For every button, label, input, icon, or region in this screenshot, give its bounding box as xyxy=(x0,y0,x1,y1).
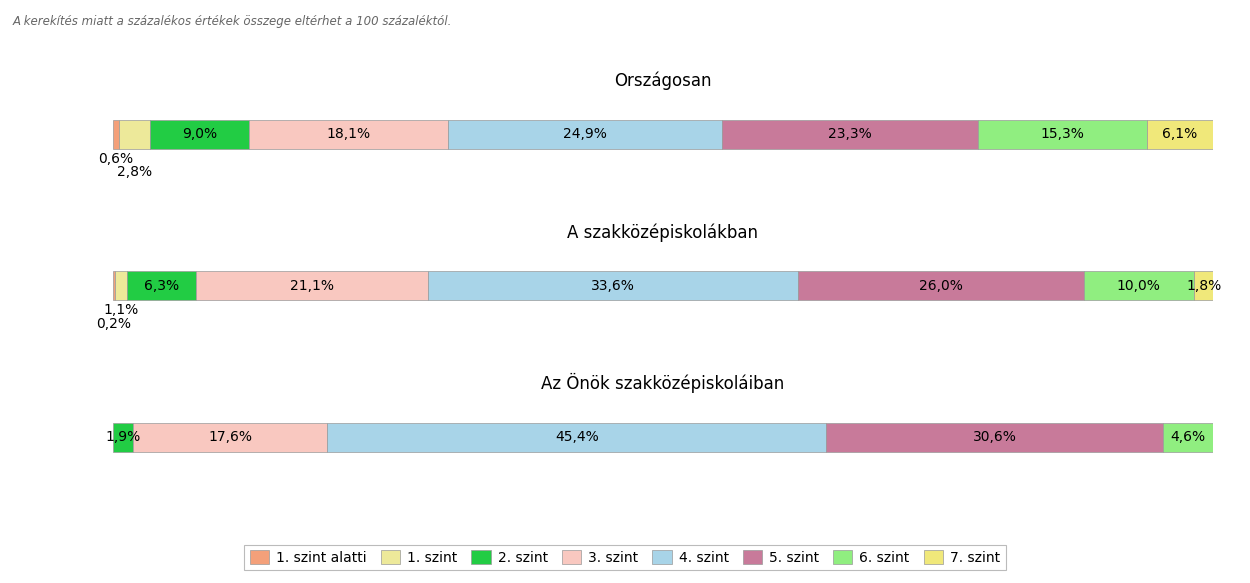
Bar xyxy=(429,271,798,300)
Bar xyxy=(115,271,126,300)
Text: 1,1%: 1,1% xyxy=(102,303,139,317)
Bar xyxy=(249,120,448,149)
Bar xyxy=(979,120,1146,149)
Bar xyxy=(119,120,150,149)
Bar xyxy=(112,271,115,300)
Title: Az Önök szakközépiskoláiban: Az Önök szakközépiskoláiban xyxy=(541,374,784,394)
Text: 1,9%: 1,9% xyxy=(105,430,140,444)
Text: 15,3%: 15,3% xyxy=(1040,127,1084,141)
Bar xyxy=(798,271,1084,300)
Bar xyxy=(112,120,119,149)
Bar xyxy=(112,423,134,452)
Text: 0,6%: 0,6% xyxy=(99,152,134,166)
Bar xyxy=(1146,120,1214,149)
Text: 33,6%: 33,6% xyxy=(591,279,635,293)
Bar xyxy=(448,120,722,149)
Text: 6,1%: 6,1% xyxy=(1162,127,1198,141)
Text: A kerekítés miatt a százalékos értékek összege eltérhet a 100 százaléktól.: A kerekítés miatt a százalékos értékek ö… xyxy=(12,15,452,27)
Text: 26,0%: 26,0% xyxy=(919,279,962,293)
Text: 21,1%: 21,1% xyxy=(290,279,334,293)
Bar xyxy=(134,423,328,452)
Text: 45,4%: 45,4% xyxy=(555,430,599,444)
Legend: 1. szint alatti, 1. szint, 2. szint, 3. szint, 4. szint, 5. szint, 6. szint, 7. : 1. szint alatti, 1. szint, 2. szint, 3. … xyxy=(245,545,1005,570)
Bar xyxy=(722,120,979,149)
Text: 24,9%: 24,9% xyxy=(562,127,608,141)
Text: 17,6%: 17,6% xyxy=(209,430,252,444)
Bar xyxy=(1194,271,1214,300)
Text: 4,6%: 4,6% xyxy=(1171,430,1206,444)
Bar xyxy=(328,423,826,452)
Text: 2,8%: 2,8% xyxy=(118,165,152,179)
Text: 1,8%: 1,8% xyxy=(1186,279,1221,293)
Title: Országosan: Országosan xyxy=(614,72,711,90)
Title: A szakközépiskolákban: A szakközépiskolákban xyxy=(568,223,758,242)
Bar xyxy=(826,423,1162,452)
Bar xyxy=(196,271,429,300)
Text: 10,0%: 10,0% xyxy=(1116,279,1161,293)
Text: 30,6%: 30,6% xyxy=(972,430,1016,444)
Bar xyxy=(1084,271,1194,300)
Text: 18,1%: 18,1% xyxy=(326,127,370,141)
Text: 6,3%: 6,3% xyxy=(144,279,179,293)
Bar xyxy=(1162,423,1214,452)
Text: 9,0%: 9,0% xyxy=(181,127,218,141)
Text: 23,3%: 23,3% xyxy=(829,127,872,141)
Bar xyxy=(150,120,249,149)
Bar xyxy=(126,271,196,300)
Text: 0,2%: 0,2% xyxy=(96,317,131,331)
